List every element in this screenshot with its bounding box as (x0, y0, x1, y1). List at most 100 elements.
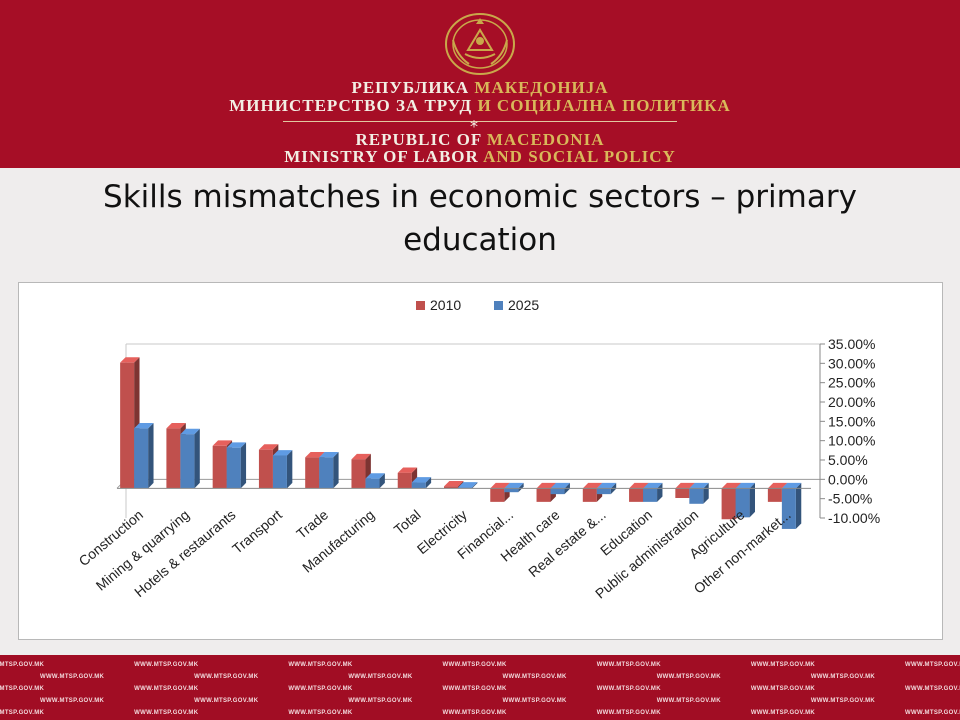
footer-url: WWW.MTSP.GOV.MK (442, 710, 507, 716)
header-line-en-ministry: MINISTRY OF LABOR AND SOCIAL POLICY (284, 147, 676, 166)
bar-2025 (272, 455, 287, 489)
y-tick-label: 35.00% (828, 336, 875, 352)
footer-row: WWW.MTSP.GOV.MK WWW.MTSP.GOV.MK WWW.MTSP.G… (40, 674, 960, 680)
footer-url: WWW.MTSP.GOV.MK (348, 698, 413, 704)
bar-2010 (629, 488, 644, 502)
bar-top-2010 (444, 481, 464, 487)
bar-top-2025 (550, 482, 570, 489)
footer-row: WWW.MTSP.GOV.MK WWW.MTSP.GOV.MK WWW.MTSP.G… (0, 662, 960, 668)
footer-row: WWW.MTSP.GOV.MK WWW.MTSP.GOV.MK WWW.MTSP.G… (0, 710, 960, 716)
x-tick-label: Total (391, 506, 424, 537)
x-tick-label: Transport (229, 506, 285, 557)
coat-of-arms-emblem (445, 13, 515, 75)
bar-top-2010 (490, 482, 510, 489)
header-line-mk-ministry: МИНИСТЕРСТВО ЗА ТРУД И СОЦИЈАЛНА ПОЛИТИК… (229, 96, 731, 115)
footer-url: WWW.MTSP.GOV.MK (656, 674, 721, 680)
bar-top-2025 (226, 442, 247, 448)
footer-url: WWW.MTSP.GOV.MK (442, 662, 507, 668)
bar-top-2025 (458, 482, 478, 488)
footer-url: WWW.MTSP.GOV.MK (502, 674, 567, 680)
bar-top-2010 (721, 482, 741, 489)
footer-url: WWW.MTSP.GOV.MK (348, 674, 413, 680)
bar-2025 (596, 488, 611, 495)
header-line-mk-republic: РЕПУБЛИКА МАКЕДОНИЈА (351, 78, 609, 97)
chart-frame: 35.00% 30.00% 25.00% 20.00% 15.00% 10.00% 5.00… (18, 282, 943, 640)
footer-url: WWW.MTSP.GOV.MK (0, 710, 45, 716)
bar-2025 (504, 488, 519, 493)
bar-2010 (258, 449, 273, 489)
bar-top-2025 (689, 482, 709, 489)
x-tick-label: Trade (293, 506, 331, 542)
footer-url: WWW.MTSP.GOV.MK (905, 686, 960, 692)
bar-top-2010 (258, 444, 279, 450)
bar-top-2025 (643, 482, 663, 489)
bar-2010 (490, 488, 505, 502)
footer-url: WWW.MTSP.GOV.MK (750, 686, 816, 692)
footer-row: WWW.MTSP.GOV.MK WWW.MTSP.GOV.MK WWW.MTSP.G… (40, 698, 960, 704)
bar-top-2025 (319, 452, 339, 458)
bar-2010 (351, 459, 366, 489)
bar-top-2025 (596, 482, 617, 489)
bar-2025 (735, 488, 750, 518)
footer-pattern: WWW.MTSP.GOV.MK WWW.MTSP.GOV.MK WWW.MTSP.G… (0, 655, 960, 720)
footer-url: WWW.MTSP.GOV.MK (40, 698, 105, 704)
bar-2025 (781, 488, 796, 529)
bar-side-2025 (240, 442, 247, 489)
divider-ornament-icon: ⁎ (470, 112, 478, 131)
bar-side-2025 (657, 482, 663, 502)
ministry-header: РЕПУБЛИКА МАКЕДОНИЈА МИНИСТЕРСТВО ЗА ТРУ… (0, 0, 960, 168)
y-tick-label: 20.00% (828, 394, 875, 410)
y-tick-label: 25.00% (828, 375, 875, 391)
bar-side-2025 (194, 428, 200, 489)
header-line-en-republic: REPUBLIC OF MACEDONIA (355, 130, 605, 149)
bar-2025 (643, 488, 658, 502)
y-tick-label: 30.00% (828, 355, 875, 371)
footer-url: WWW.MTSP.GOV.MK (194, 698, 259, 704)
bar-2025 (411, 482, 426, 489)
bar-2010 (305, 457, 320, 489)
bar-top-2010 (675, 482, 695, 489)
bar-side-2025 (286, 450, 293, 489)
y-tick-label: 15.00% (828, 413, 875, 429)
bar-top-2010 (397, 467, 418, 473)
footer-url: WWW.MTSP.GOV.MK (596, 662, 661, 668)
footer-url: WWW.MTSP.GOV.MK (288, 710, 353, 716)
bar-side-2025 (749, 482, 755, 518)
footer-url: WWW.MTSP.GOV.MK (810, 674, 876, 680)
legend-swatch-2010 (416, 301, 425, 310)
footer-url: WWW.MTSP.GOV.MK (810, 698, 876, 704)
bar-top-2010 (120, 357, 140, 363)
footer-url: WWW.MTSP.GOV.MK (596, 686, 661, 692)
y-tick-label: -5.00% (828, 491, 872, 507)
bar-2010 (582, 488, 597, 502)
footer-url: WWW.MTSP.GOV.MK (134, 686, 199, 692)
bar-side-2025 (472, 482, 478, 489)
y-tick-label: -10.00% (828, 510, 880, 526)
bar-2010 (675, 488, 690, 498)
bar-chart: 35.00% 30.00% 25.00% 20.00% 15.00% 10.00% 5.00… (76, 297, 881, 602)
bar-top-2010 (767, 482, 788, 489)
footer-url: WWW.MTSP.GOV.MK (0, 686, 45, 692)
bar-side-2025 (379, 473, 385, 489)
bar-top-2010 (536, 482, 556, 489)
legend-label-2025: 2025 (508, 297, 539, 313)
bar-top-2025 (134, 423, 154, 429)
bar-top-2010 (305, 452, 325, 458)
bar-2010 (721, 488, 736, 520)
bar-2025 (319, 457, 334, 489)
bar-side-2025 (518, 482, 524, 493)
bar-2010 (536, 488, 551, 502)
bar-2010 (767, 488, 782, 502)
bar-top-2025 (781, 482, 802, 489)
bar-side-2025 (333, 452, 339, 489)
footer-url: WWW.MTSP.GOV.MK (134, 662, 199, 668)
bar-top-2025 (411, 477, 432, 483)
footer-url: WWW.MTSP.GOV.MK (750, 710, 816, 716)
bar-top-2010 (351, 453, 371, 460)
footer-url: WWW.MTSP.GOV.MK (656, 698, 721, 704)
bar-top-2010 (629, 482, 649, 489)
header-divider (283, 121, 677, 122)
bar-2010 (212, 445, 227, 489)
footer-url: WWW.MTSP.GOV.MK (134, 710, 199, 716)
footer-url: WWW.MTSP.GOV.MK (905, 710, 960, 716)
